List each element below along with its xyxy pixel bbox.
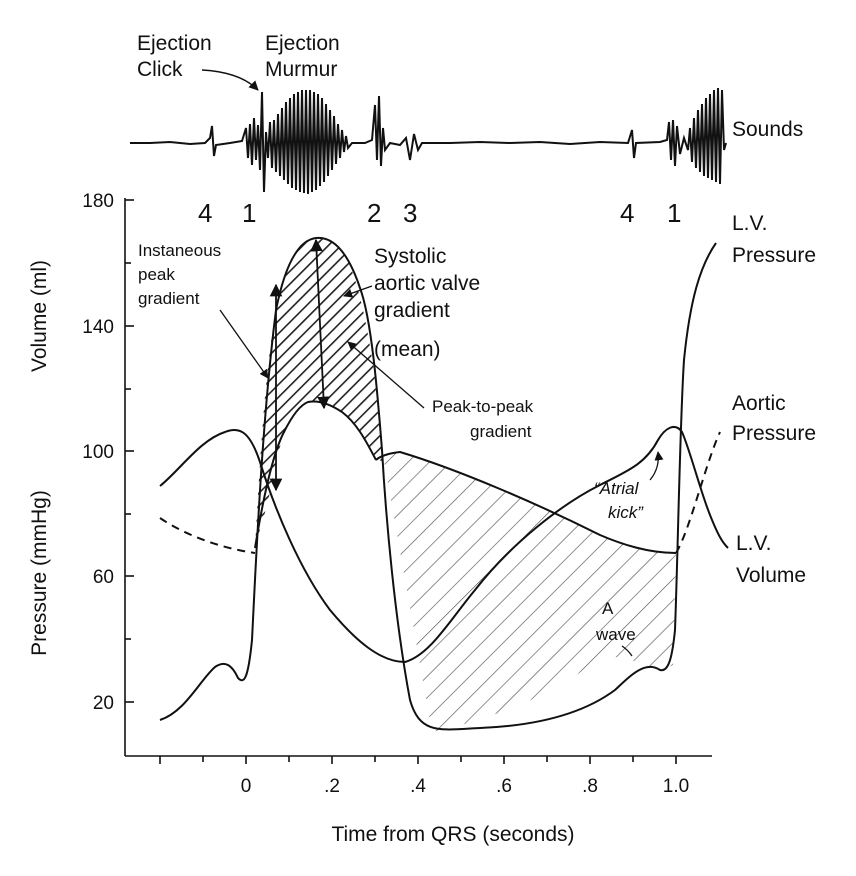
peak-to-peak-label-2: gradient [470, 422, 532, 441]
axes [124, 198, 712, 764]
ejection-click-label-2: Click [137, 58, 183, 81]
peak-to-peak-leader [347, 341, 425, 409]
lv-volume-label-2: Volume [736, 564, 806, 587]
diastolic-filling-shaded-area [383, 452, 676, 732]
systolic-mean-label-3: gradient [374, 299, 450, 322]
peak-to-peak-label-1: Peak-to-peak [432, 397, 534, 416]
instant-peak-leader [219, 309, 269, 379]
x-tick-0.6: .6 [496, 776, 512, 797]
sounds-label: Sounds [732, 118, 803, 141]
ejection-click-arrow [201, 69, 259, 91]
x-tick-0.8: .8 [582, 776, 598, 797]
heart-sounds-trace [130, 87, 727, 195]
sound-number-4-right: 4 [620, 198, 634, 228]
x-tick-0.4: .4 [410, 776, 426, 797]
aortic-pressure-systole-upper [254, 400, 377, 549]
atrial-kick-leader [649, 451, 664, 481]
sound-number-4: 4 [198, 198, 212, 228]
y-tick-140: 140 [82, 317, 114, 338]
x-axis-title: Time from QRS (seconds) [331, 823, 574, 846]
sound-number-3: 3 [403, 198, 417, 228]
peak-to-peak-gradient-arrow [310, 238, 330, 410]
instantaneous-peak-label-1: Instaneous [138, 241, 221, 260]
systolic-mean-label-4: (mean) [374, 338, 441, 361]
lv-pressure-curve [159, 236, 717, 731]
lv-volume-label-1: L.V. [736, 532, 771, 555]
y-tick-60: 60 [93, 567, 114, 588]
sound-number-2: 2 [367, 198, 381, 228]
lv-pressure-label-2: Pressure [732, 244, 816, 267]
y-axis-title-volume: Volume (ml) [28, 260, 51, 372]
aortic-pressure-label-1: Aortic [732, 392, 786, 415]
systolic-mean-label-2: aortic valve [374, 272, 480, 295]
y-axis-ticks [125, 199, 134, 703]
x-tick-0.2: .2 [324, 776, 340, 797]
y-tick-20: 20 [93, 693, 114, 714]
systolic-mean-label-1: Systolic [374, 245, 446, 268]
atrial-kick-label-1: “Atrial [594, 479, 640, 498]
sound-number-1-right: 1 [667, 198, 681, 228]
mean-gradient-leader [343, 285, 373, 298]
aortic-pressure-dashed-late [675, 431, 721, 554]
y-axis-title-pressure: Pressure (mmHg) [28, 490, 51, 656]
instantaneous-peak-label-3: gradient [138, 289, 200, 308]
lv-volume-curve [159, 425, 729, 664]
x-axis-ticks [159, 756, 677, 764]
y-tick-180: 180 [82, 191, 114, 212]
ejection-click-label-1: Ejection [137, 32, 212, 55]
sound-number-1: 1 [242, 198, 256, 228]
aortic-pressure-curve [375, 450, 677, 554]
instantaneous-peak-label-2: peak [138, 265, 175, 284]
atrial-kick-label-2: kick” [608, 503, 644, 522]
aortic-pressure-dashed-early [159, 517, 256, 554]
ejection-murmur-label-1: Ejection [265, 32, 340, 55]
a-wave-label-1: A [602, 599, 614, 618]
a-wave-leader [621, 645, 633, 657]
ejection-murmur-label-2: Murmur [265, 58, 337, 81]
aortic-pressure-label-2: Pressure [732, 422, 816, 445]
y-tick-100: 100 [82, 442, 114, 463]
a-wave-label-2: wave [595, 625, 636, 644]
x-tick-1.0: 1.0 [663, 776, 689, 797]
lv-pressure-label-1: L.V. [732, 212, 767, 235]
x-tick-0: 0 [241, 776, 252, 797]
